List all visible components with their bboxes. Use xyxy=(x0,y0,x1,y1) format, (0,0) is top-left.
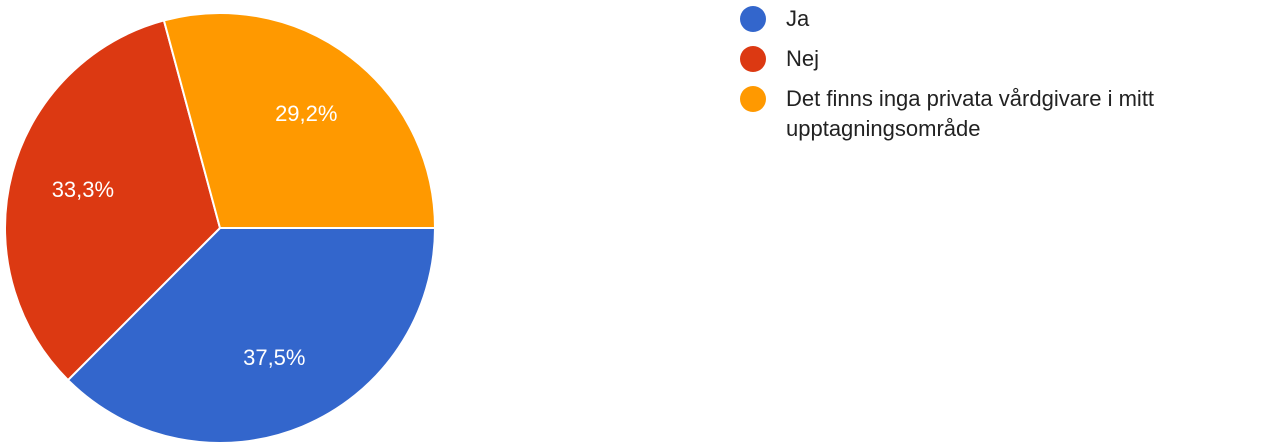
legend-label: Det finns inga privata vårdgivare i mitt… xyxy=(786,86,1155,141)
pie-slice xyxy=(162,12,437,229)
legend-swatch xyxy=(740,46,766,72)
slice-label: 37,5% xyxy=(243,345,305,370)
legend-swatch xyxy=(740,6,766,32)
legend: Ja Nej Det finns inga privata vårdgivare i… xyxy=(740,4,1240,154)
legend-label: Nej xyxy=(786,46,820,71)
slice-label: 33,3% xyxy=(52,177,114,202)
pie: 37,5% 33,3% 29,2% xyxy=(4,12,437,444)
legend-item: Ja xyxy=(740,4,1240,34)
legend-swatch xyxy=(740,86,766,112)
pie-slice xyxy=(4,19,222,382)
legend-label: Ja xyxy=(786,6,810,31)
slice-label: 29,2% xyxy=(275,101,337,126)
legend-item: Det finns inga privata vårdgivare i mitt… xyxy=(740,84,1240,144)
legend-item: Nej xyxy=(740,44,1240,74)
pie-slice xyxy=(66,227,437,444)
